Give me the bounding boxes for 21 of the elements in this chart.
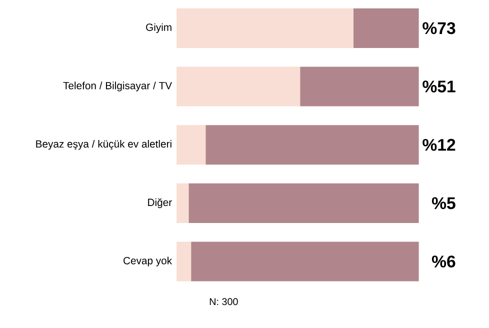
bar [300, 66, 419, 106]
text: N: 300 [210, 298, 238, 306]
y-tick-label: Giyim [146, 23, 172, 33]
data-label: %51 [422, 80, 456, 92]
bar [176, 183, 189, 223]
bar [176, 66, 300, 106]
y-tick-label: Telefon / Bilgisayar / TV [63, 82, 172, 92]
data-label: %12 [422, 138, 456, 151]
y-tick-label: Diğer [148, 198, 172, 208]
data-label: %73 [422, 22, 456, 34]
y-tick-label: Beyaz eşya / küçük ev aletleri [36, 140, 172, 150]
data-label: %6 [432, 255, 456, 268]
bar [353, 8, 419, 48]
bar [206, 124, 419, 165]
y-tick-label: Cevap yok [124, 256, 172, 266]
bar [176, 8, 354, 48]
data-label: %5 [432, 197, 456, 209]
bar [188, 183, 419, 223]
bar [176, 124, 206, 165]
bar [191, 242, 419, 282]
bar [176, 242, 192, 282]
